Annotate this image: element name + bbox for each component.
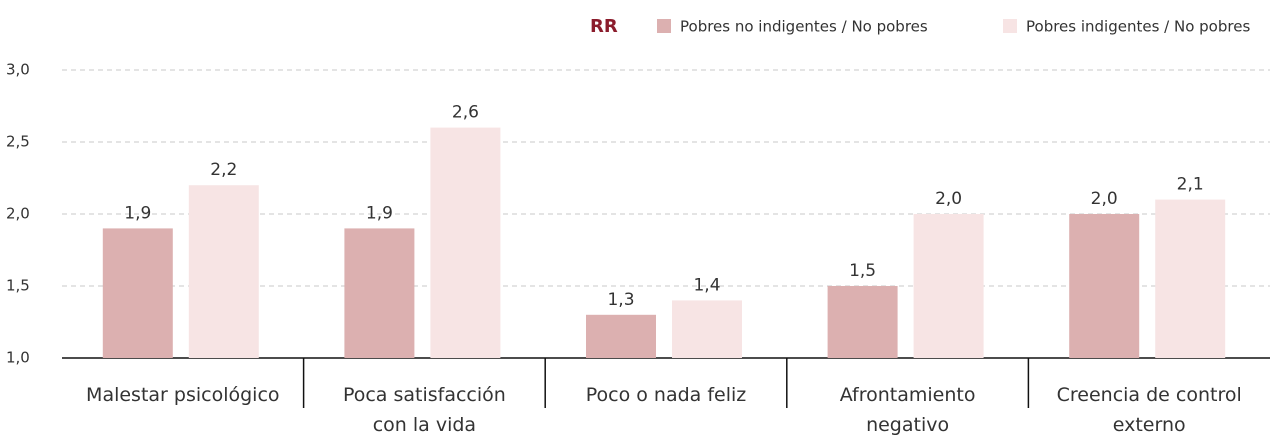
y-tick-label: 2,0 [6,205,30,223]
data-label: 2,6 [452,103,479,123]
legend-label: Pobres no indigentes / No pobres [680,18,928,36]
bar [430,127,501,358]
bar [827,286,898,358]
data-label: 2,2 [210,160,237,180]
data-label: 2,0 [935,189,962,209]
legend-title: RR [590,16,618,37]
x-tick-label: Afrontamiento negativo [840,384,976,436]
legend-swatch [1003,19,1017,33]
bar [913,214,984,358]
y-tick-label: 3,0 [6,61,30,79]
bar [344,228,415,358]
data-label: 2,0 [1091,189,1118,209]
bar [1069,214,1140,358]
data-label: 1,4 [693,275,720,295]
x-tick-label: Malestar psicológico [86,384,279,406]
x-tick-label: Poco o nada feliz [586,384,747,406]
bar [188,185,259,358]
data-label: 1,5 [849,261,876,281]
bar [102,228,173,358]
x-tick-label: Poca satisfacción con la vida [343,384,506,436]
y-tick-label: 1,0 [6,349,30,367]
legend-swatch [657,19,671,33]
x-tick-label: Creencia de control externo [1057,384,1242,436]
data-label: 1,9 [124,203,151,223]
bar [672,300,742,358]
bar [586,314,656,358]
data-label: 1,9 [366,203,393,223]
y-tick-label: 2,5 [6,133,30,151]
y-tick-label: 1,5 [6,277,30,295]
bar [1155,199,1226,358]
legend-label: Pobres indigentes / No pobres [1026,18,1250,36]
data-label: 1,3 [607,290,634,310]
data-label: 2,1 [1177,175,1204,195]
